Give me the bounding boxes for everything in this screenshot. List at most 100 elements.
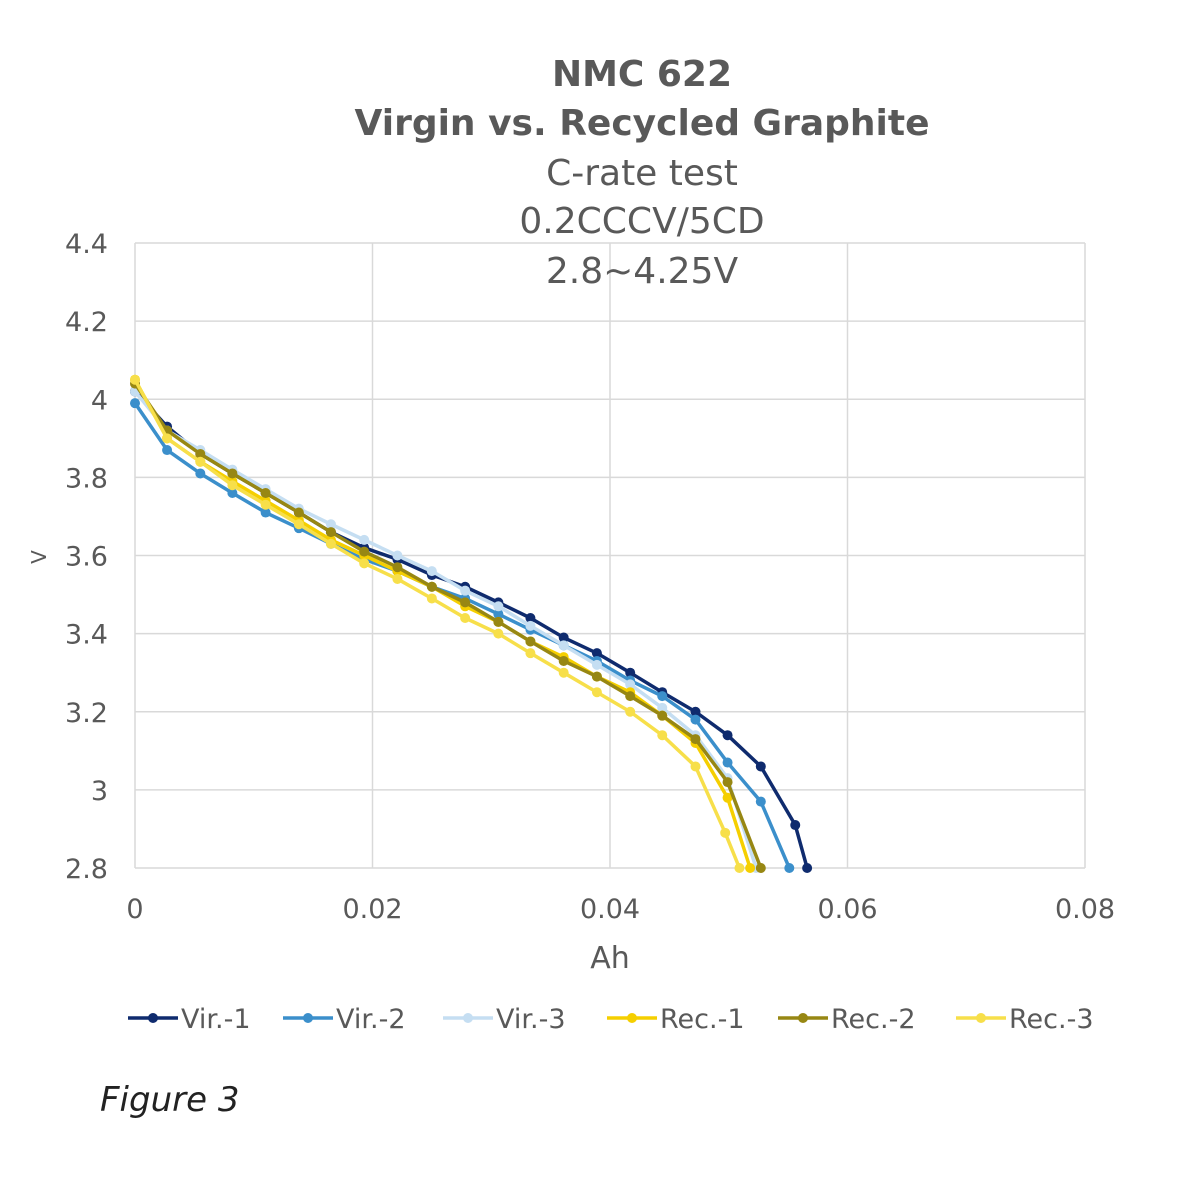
data-point [525,613,536,623]
data-point [162,445,173,456]
legend-marker [798,1013,808,1023]
y-tick-label: 3.6 [65,542,108,573]
data-point [625,706,636,717]
legend-label: Rec.-1 [660,1004,745,1035]
chart-title-line-1: NMC 622 [552,54,732,95]
y-tick-label: 4.2 [65,307,108,338]
data-point [525,636,536,647]
chart-subtitle-line-1: C-rate test [546,153,738,194]
data-point [558,640,569,651]
data-point [591,687,602,698]
data-point [558,632,569,643]
data-point [260,507,271,518]
data-point [722,792,733,803]
data-point [755,863,766,873]
legend-marker [976,1013,986,1023]
chart-subtitle-line-3: 2.8~4.25V [546,251,739,292]
data-point [690,706,701,717]
series-line [133,378,742,869]
data-point [130,398,140,409]
data-point [359,534,370,545]
data-point [657,730,668,741]
data-point [392,573,403,584]
data-point [460,597,471,608]
data-point [293,519,304,530]
data-point [591,659,602,670]
x-tick-label: 0.02 [342,894,402,925]
data-point [325,538,336,549]
data-point [591,671,602,682]
data-point [162,433,173,444]
data-point [195,468,206,479]
legend-label: Rec.-3 [1009,1004,1094,1035]
data-point [493,616,504,627]
data-point [755,761,766,772]
data-point [260,488,271,498]
data-point [722,730,733,741]
data-point [657,702,668,713]
data-point [426,566,437,577]
figure-caption: Figure 3 [100,1080,240,1120]
legend-label: Vir.-2 [336,1004,406,1035]
data-point [802,863,813,873]
data-point [260,499,271,510]
data-point [657,691,668,702]
series-rec-3 [130,374,745,873]
data-point [625,679,636,690]
data-point [790,820,801,831]
series-rec-1 [130,374,756,873]
data-point [460,585,471,596]
y-tick-label: 3.8 [65,463,108,494]
y-axis-label: V [27,550,51,564]
legend-marker [303,1013,313,1023]
data-point [690,761,701,772]
legend-marker [463,1013,473,1023]
data-point [392,562,403,573]
x-tick-label: 0 [126,894,143,925]
legend-label: Vir.-3 [496,1004,566,1035]
data-point [227,468,238,479]
y-tick-label: 3 [91,776,108,807]
data-point [720,827,731,838]
data-point [722,777,733,788]
chart-subtitle-line-2: 0.2CCCV/5CD [519,201,764,242]
legend-label: Vir.-1 [181,1004,251,1035]
tick-labels: 2.8 3 3.2 3.4 3.6 3.8 4 4.2 4.4 0 0.02 0.04 0.06 0.08 [65,229,1115,925]
legend-marker [627,1013,637,1023]
data-point [734,863,745,873]
data-point [625,691,636,702]
data-point [195,456,206,467]
data-point [426,581,437,592]
data-point [722,757,733,768]
data-point [558,655,569,666]
chart-title-line-2: Virgin vs. Recycled Graphite [355,103,930,144]
series-line [133,382,763,869]
y-tick-label: 3.2 [65,698,108,729]
data-point [325,519,336,530]
y-tick-label: 4 [91,385,108,416]
data-point [493,628,504,639]
data-point [227,480,238,491]
x-tick-label: 0.08 [1055,894,1115,925]
data-point [625,667,636,678]
data-point [359,546,370,557]
data-point [784,863,795,873]
data-point [195,448,206,459]
data-point [293,507,304,518]
x-axis-label: Ah [590,941,630,976]
y-tick-label: 3.4 [65,620,108,651]
data-point [493,609,504,620]
data-point [460,613,471,623]
series-line [133,378,752,869]
legend-label: Rec.-2 [831,1004,916,1035]
data-point [755,796,766,807]
data-point [493,601,504,612]
legend: Vir.-1 Vir.-2 Vir.-3 Rec.-1 Rec.-2 Rec.-3 [128,1004,1094,1035]
data-point [657,710,668,721]
data-point [325,527,336,538]
series-line [133,390,758,869]
legend-marker [148,1013,158,1023]
series-lines [130,374,813,873]
data-point [591,648,602,659]
data-point [690,714,701,725]
